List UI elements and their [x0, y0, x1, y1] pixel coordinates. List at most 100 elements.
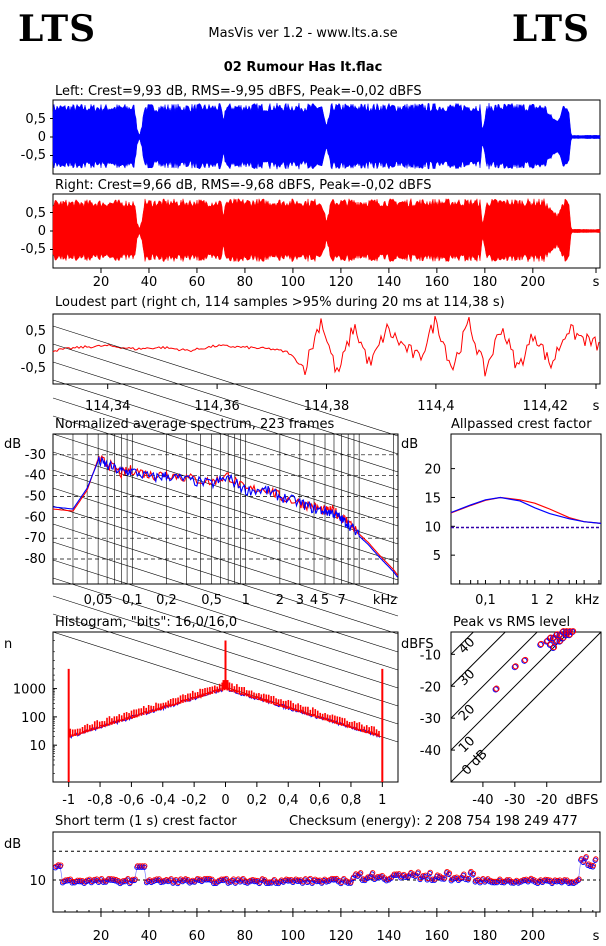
loudest-ytick-1: 0,5 — [25, 324, 46, 339]
xtick-label: 4 — [310, 593, 318, 608]
diagonal-line — [52, 433, 399, 545]
diagonal-label: 40 — [456, 635, 478, 657]
scatter-point — [559, 635, 566, 642]
right-ytick-2: 0 — [38, 224, 46, 239]
hist-centre-block — [222, 680, 229, 689]
left-title: Left: Crest=9,93 dB, RMS=-9,95 dBFS, Pea… — [55, 84, 422, 99]
left-ytick-2: 0 — [38, 130, 46, 145]
ytick-label: 1000 — [13, 683, 46, 698]
scatter-point — [493, 685, 500, 692]
diagonal-line — [52, 361, 399, 473]
xtick-label: 0,2 — [247, 793, 268, 808]
ytick-label: -40 — [420, 744, 441, 759]
crest-diagonal — [451, 632, 570, 751]
ytick-label: -80 — [25, 552, 46, 567]
diagonal-line — [52, 343, 399, 455]
histogram-panel: Histogram, "bits": 16,0/16,0 n 100010010… — [4, 615, 399, 808]
xtick-label: 160 — [424, 275, 449, 290]
xtick-label: 200 — [520, 275, 545, 290]
ytick-label: 100 — [21, 711, 46, 726]
scatter-point — [553, 638, 560, 645]
allpass-plot: 20 15 10 5 0,1 1 2 kHz — [424, 463, 602, 608]
xtick-label: -30 — [504, 793, 525, 808]
right-xaxis: 20 40 60 80 100 120 140 160 180 200 s — [93, 268, 600, 290]
ytick-label: -30 — [25, 448, 46, 463]
spectrum-frame — [52, 433, 399, 585]
loudest-ytick-2: 0 — [38, 343, 46, 358]
xtick-label: -0,8 — [87, 793, 112, 808]
diagonal-line — [52, 487, 399, 599]
left-ytick-3: -0,5 — [21, 148, 46, 163]
crest-diagonal — [451, 632, 475, 656]
diagonal-line — [52, 451, 399, 563]
xtick-label: 100 — [280, 275, 305, 290]
ytick-label: 15 — [424, 491, 441, 506]
waveform-area — [52, 102, 601, 170]
xtick-label: 2 — [276, 593, 284, 608]
ytick-label: 10 — [29, 739, 46, 754]
diagonal-label: 30 — [456, 667, 478, 689]
crest-diagonal — [451, 632, 506, 687]
xtick-label: -1 — [62, 793, 75, 808]
xtick-label: -0,6 — [119, 793, 144, 808]
xtick-label: -40 — [472, 793, 493, 808]
right-title: Right: Crest=9,66 dB, RMS=-9,68 dBFS, Pe… — [55, 178, 431, 193]
shortcrest-panel: Short term (1 s) crest factor Checksum (… — [4, 814, 601, 944]
xtick-label: 5 — [321, 593, 329, 608]
shortcrest-plot: 10 20 40 60 80 100 120 140 160 180 200 s — [29, 850, 600, 944]
allpass-series-0 — [450, 496, 602, 524]
crest-point — [593, 856, 599, 862]
xtick-label: 120 — [328, 929, 353, 944]
scatter-point — [522, 656, 529, 664]
logo-left: LTS — [18, 8, 97, 50]
ytick-label: 20 — [424, 463, 441, 478]
xtick-label: 114,38 — [304, 399, 350, 414]
xtick-label: 40 — [141, 275, 158, 290]
diagonal-line — [52, 397, 399, 509]
histogram-plot: 1000 100 10 -1 -0,8 -0,6 -0,4 -0,2 0 0,2 0,4 0,6 0,8… — [13, 640, 386, 808]
crest-diagonal — [451, 632, 538, 719]
xtick-label: 0,8 — [341, 793, 362, 808]
xtick-label: 0,2 — [156, 593, 177, 608]
diagonal-line — [52, 325, 399, 437]
shortcrest-title: Short term (1 s) crest factor — [55, 814, 237, 829]
crest-diagonal — [451, 632, 601, 782]
diagonal-line — [52, 577, 399, 689]
xtick-label: 100 — [280, 929, 305, 944]
xtick-label: 80 — [237, 929, 254, 944]
shortcrest-frame — [52, 831, 601, 913]
allpass-panel: Allpassed crest factor dB 20 15 10 5 0,1 1 2 kH… — [401, 417, 602, 608]
xtick-label: 180 — [472, 929, 497, 944]
xtick-label: 0,5 — [201, 593, 222, 608]
xtick-label: 3 — [296, 593, 304, 608]
allpass-series-1 — [450, 496, 602, 524]
ytick-label: -60 — [25, 510, 46, 525]
xtick-label: 80 — [237, 275, 254, 290]
xtick-label: 1 — [531, 593, 539, 608]
xtick-label: 2 — [545, 593, 553, 608]
left-ytick-1: 0,5 — [25, 112, 46, 127]
crest-point — [590, 862, 597, 869]
xtick-label: 0,4 — [278, 793, 299, 808]
xtick-label: 0,05 — [84, 593, 113, 608]
diagonal-line — [52, 541, 399, 653]
xtick-label: -0,2 — [181, 793, 206, 808]
crest-point — [465, 875, 472, 882]
xtick-label: kHz — [575, 593, 599, 608]
xtick-label: 1 — [242, 593, 250, 608]
diagonal-line — [52, 505, 399, 617]
xtick-label: 114,34 — [85, 399, 131, 414]
xtick-label: -20 — [536, 793, 557, 808]
scatter-point — [512, 663, 519, 670]
loudest-line — [52, 315, 600, 377]
spectrum-ylabel: dB — [4, 437, 21, 452]
xtick-label: 20 — [93, 275, 110, 290]
scatter-point — [556, 638, 563, 645]
loudest-panel: Loudest part (right ch, 114 samples >95%… — [21, 295, 601, 414]
xtick-label: 200 — [520, 929, 545, 944]
crest-point — [425, 875, 431, 882]
right-waveform-panel: Right: Crest=9,66 dB, RMS=-9,68 dBFS, Pe… — [21, 178, 601, 290]
scatter-point — [492, 686, 499, 693]
